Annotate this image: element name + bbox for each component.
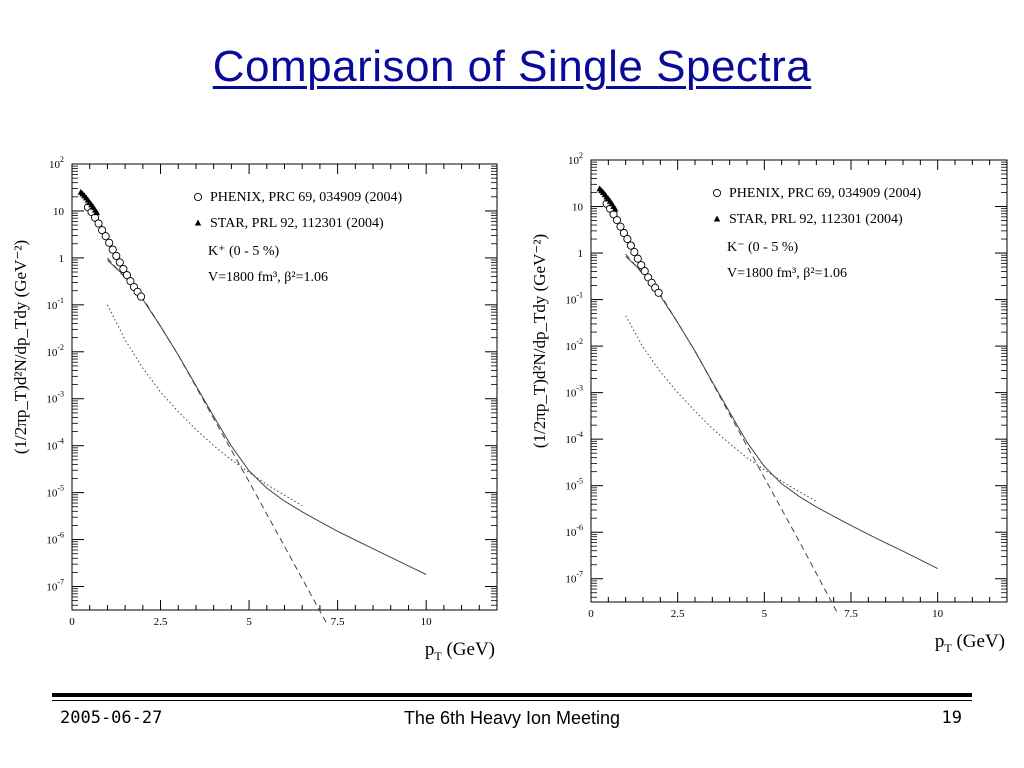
y-tick-label: 10 xyxy=(53,206,65,218)
y-tick-label: 10-7 xyxy=(46,578,64,594)
phenix-data-point xyxy=(137,292,146,301)
legend-star-label: STAR, PRL 92, 112301 (2004) xyxy=(729,212,903,227)
y-tick-label: 1 xyxy=(578,248,584,260)
x-tick-label: 2.5 xyxy=(671,608,685,620)
phenix-data-point xyxy=(637,261,646,270)
phenix-data-point xyxy=(623,234,632,244)
y-tick-label: 10-5 xyxy=(565,477,583,493)
legend-star-marker xyxy=(194,219,202,226)
phenix-data-point xyxy=(630,248,639,257)
x-axis-title: pT (GeV) xyxy=(425,639,495,663)
x-tick-label: 0 xyxy=(588,608,594,620)
dotted-curve xyxy=(106,304,303,507)
star-data-point xyxy=(612,205,619,212)
y-tick-label: 10-6 xyxy=(565,523,583,539)
phenix-data-point xyxy=(105,238,114,247)
dotted-curve xyxy=(625,315,817,502)
dashed-curve xyxy=(625,253,838,613)
phenix-data-point xyxy=(98,226,107,235)
slide-title: Comparison of Single Spectra xyxy=(212,42,812,91)
legend-star-marker xyxy=(713,215,721,222)
y-tick-label: 10-4 xyxy=(565,430,583,446)
kplus-spectrum-chart: 0 2.5 5 7.5 10 102 10 1 10-1 10-2 10-3 10-4 10-5 10-6… xyxy=(11,155,498,663)
phenix-data-point xyxy=(619,228,628,238)
phenix-data-point xyxy=(616,222,625,231)
y-tick-label: 10-3 xyxy=(565,384,583,400)
x-tick-label: 5 xyxy=(762,608,768,620)
x-tick-label: 2.5 xyxy=(154,616,168,628)
x-tick-label: 5 xyxy=(246,616,252,628)
footer-page-number: 19 xyxy=(941,708,962,728)
phenix-data-point xyxy=(633,254,642,263)
phenix-data-point xyxy=(115,258,124,267)
x-tick-label: 10 xyxy=(932,608,944,620)
phenix-data-point xyxy=(101,232,110,241)
y-tick-label: 10-3 xyxy=(46,390,64,406)
phenix-data-point xyxy=(122,271,131,280)
y-tick-label: 10-6 xyxy=(46,531,64,547)
footer-date: 2005-06-27 xyxy=(60,708,163,728)
x-tick-label: 0 xyxy=(69,616,75,628)
legend-phenix-label: PHENIX, PRC 69, 034909 (2004) xyxy=(729,186,921,201)
y-tick-label: 10-5 xyxy=(46,484,64,500)
y-tick-label: 10-2 xyxy=(46,343,64,359)
y-tick-label: 10-2 xyxy=(565,337,583,353)
y-tick-label: 10-7 xyxy=(565,570,583,586)
star-data-point xyxy=(93,209,100,216)
legend-phenix-marker xyxy=(193,192,203,202)
phenix-data-point xyxy=(626,241,635,250)
y-tick-label: 102 xyxy=(568,151,583,167)
y-axis-title: (1/2πp_T)d²N/dp_Tdy (GeV⁻²) xyxy=(11,240,30,454)
phenix-data-point xyxy=(108,245,117,254)
footer-event: The 6th Heavy Ion Meeting xyxy=(403,708,621,728)
legend-particle-label: K⁻ (0 - 5 %) xyxy=(727,240,798,255)
solid-curve xyxy=(107,259,427,575)
kminus-spectrum-chart: 0 2.5 5 7.5 10 102 10 1 10-1 10-2 10-3 10-4 10-5 10-6… xyxy=(530,151,1008,655)
x-tick-label: 7.5 xyxy=(331,616,345,628)
y-axis-title: (1/2πp_T)d²N/dp_Tdy (GeV⁻²) xyxy=(530,234,549,448)
y-tick-label: 10-1 xyxy=(46,296,64,312)
solid-curve xyxy=(625,255,938,570)
y-tick-label: 102 xyxy=(49,155,64,171)
dashed-curve xyxy=(107,257,328,625)
footer-rule-thin xyxy=(52,700,972,701)
legend-phenix-marker xyxy=(712,188,722,198)
legend-phenix-label: PHENIX, PRC 69, 034909 (2004) xyxy=(210,190,402,205)
legend-fit-params-label: V=1800 fm³, β²=1.06 xyxy=(727,266,847,281)
phenix-data-point xyxy=(119,264,128,274)
y-tick-label: 10-1 xyxy=(565,291,583,307)
y-tick-label: 10-4 xyxy=(46,437,64,453)
legend-particle-label: K⁺ (0 - 5 %) xyxy=(208,244,279,259)
legend-fit-params-label: V=1800 fm³, β²=1.06 xyxy=(208,270,328,285)
phenix-data-point xyxy=(640,267,649,276)
x-tick-label: 10 xyxy=(421,616,433,628)
phenix-data-point xyxy=(126,277,135,286)
phenix-data-point xyxy=(654,288,663,297)
phenix-data-point xyxy=(94,219,103,228)
y-tick-label: 1 xyxy=(59,253,65,265)
y-tick-label: 10 xyxy=(572,202,584,214)
x-axis-title: pT (GeV) xyxy=(935,631,1005,655)
legend-star-label: STAR, PRL 92, 112301 (2004) xyxy=(210,216,384,231)
x-tick-label: 7.5 xyxy=(844,608,858,620)
phenix-data-point xyxy=(612,216,622,225)
footer-rule-thick xyxy=(52,693,972,697)
phenix-data-point xyxy=(112,251,121,261)
